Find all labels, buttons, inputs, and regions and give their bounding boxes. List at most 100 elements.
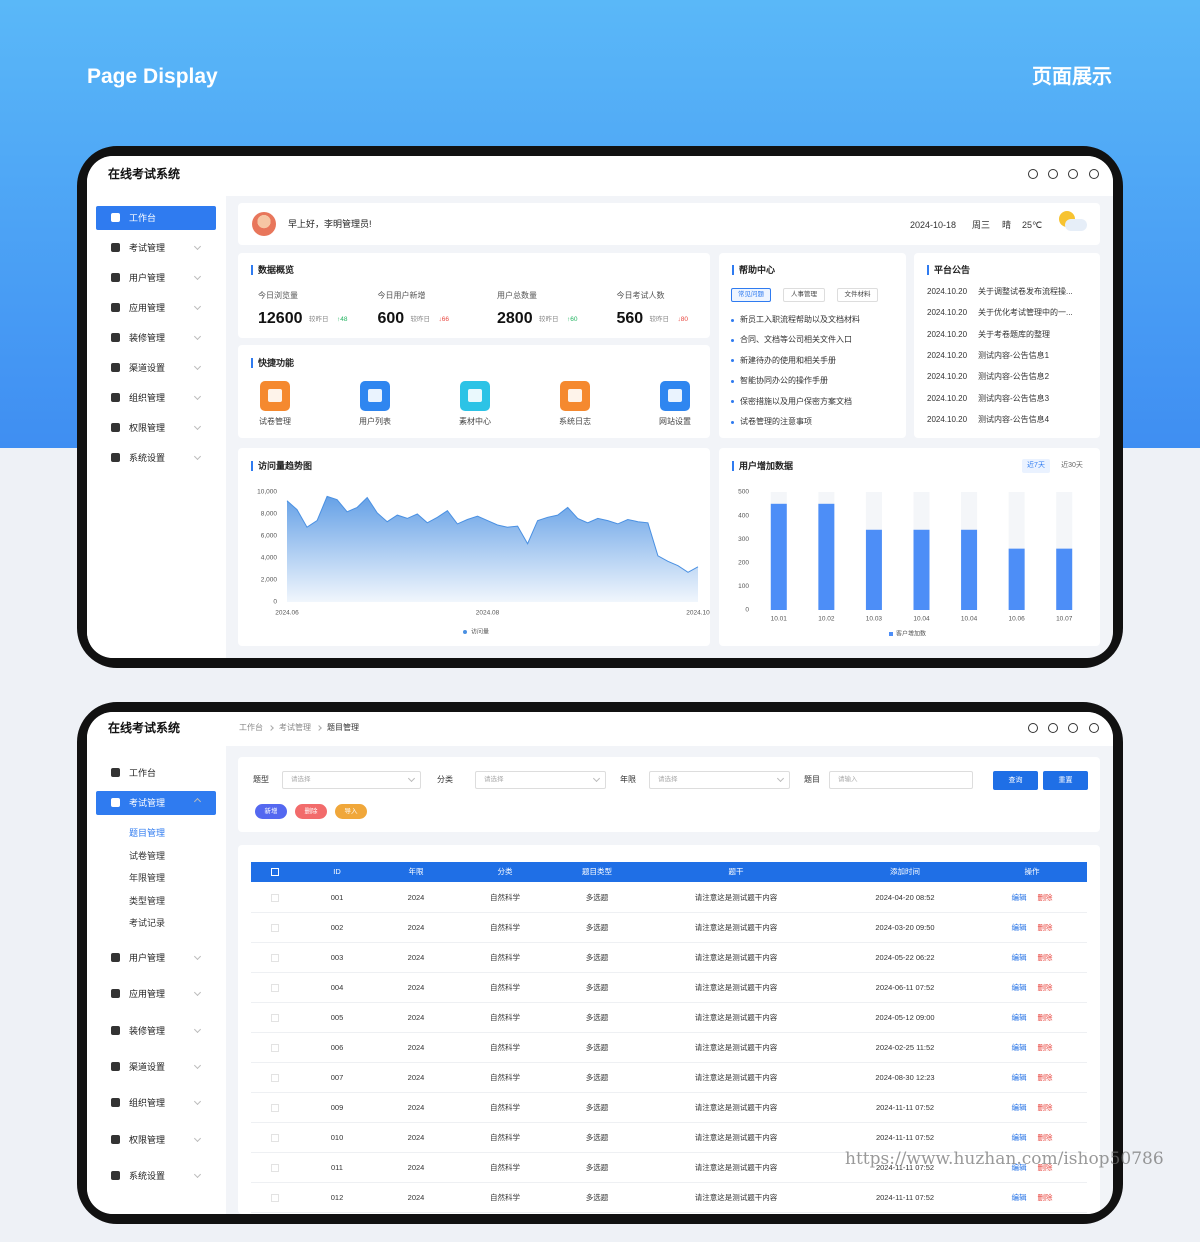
button[interactable] — [993, 771, 1038, 790]
row-checkbox[interactable] — [271, 984, 279, 992]
row-checkbox[interactable] — [271, 1194, 279, 1202]
menu-item[interactable]: 用户管理 — [129, 273, 166, 283]
row-checkbox[interactable] — [271, 1134, 279, 1142]
submenu-item[interactable]: 题目管理 — [129, 828, 166, 838]
menu-item[interactable]: 组织管理 — [129, 393, 166, 403]
row-action[interactable]: 删除 — [1037, 893, 1053, 902]
menu-item[interactable]: 考试管理 — [129, 798, 166, 808]
row-action[interactable]: 编辑 — [1011, 1193, 1027, 1202]
notice-text[interactable]: 关于优化考试管理中的一... — [978, 308, 1073, 318]
action-button[interactable] — [335, 804, 367, 819]
submenu-item[interactable]: 年限管理 — [129, 873, 166, 883]
tab[interactable] — [731, 288, 771, 302]
row-action[interactable]: 编辑 — [1011, 1163, 1027, 1172]
tab[interactable] — [783, 288, 825, 302]
help-item[interactable]: 智能协同办公的操作手册 — [740, 376, 828, 386]
notice-text[interactable]: 测试内容-公告信息3 — [978, 393, 1050, 403]
row-action[interactable]: 删除 — [1037, 1103, 1053, 1112]
row-action[interactable]: 编辑 — [1011, 1133, 1027, 1142]
row-action[interactable]: 编辑 — [1011, 923, 1027, 932]
row-action[interactable]: 编辑 — [1011, 1103, 1027, 1112]
menu-item[interactable]: 应用管理 — [129, 303, 166, 313]
row-action[interactable]: 编辑 — [1011, 893, 1027, 902]
row-action[interactable]: 删除 — [1037, 983, 1053, 992]
row-action[interactable]: 编辑 — [1011, 1013, 1027, 1022]
row-action[interactable]: 删除 — [1037, 1013, 1053, 1022]
row-action[interactable]: 编辑 — [1011, 953, 1027, 962]
filter-input[interactable] — [475, 771, 606, 789]
submenu-item[interactable]: 试卷管理 — [129, 850, 166, 861]
notice-text[interactable]: 测试内容-公告信息1 — [978, 350, 1050, 360]
quick-label[interactable]: 素材中心 — [459, 417, 491, 426]
quick-label[interactable]: 网站设置 — [659, 417, 691, 426]
breadcrumb-item[interactable]: 工作台 — [239, 723, 263, 732]
filter-input[interactable] — [649, 771, 790, 789]
row-action[interactable]: 编辑 — [1011, 983, 1027, 992]
notice-text[interactable]: 关于调整试卷发布流程操... — [978, 287, 1073, 296]
menu-item[interactable]: 考试管理 — [129, 243, 166, 253]
row-checkbox[interactable] — [271, 894, 279, 902]
row-checkbox[interactable] — [271, 1164, 279, 1172]
header-checkbox[interactable] — [271, 868, 279, 876]
submenu-item[interactable]: 考试记录 — [129, 918, 166, 928]
header-icon[interactable] — [1028, 169, 1038, 179]
header-icon[interactable] — [1028, 723, 1038, 733]
row-checkbox[interactable] — [271, 1074, 279, 1082]
header-icon[interactable] — [1089, 169, 1099, 179]
help-item[interactable]: 新员工入职流程帮助以及文档材料 — [740, 315, 860, 324]
quick-label[interactable]: 试卷管理 — [259, 417, 291, 426]
header-icon[interactable] — [1089, 723, 1099, 733]
row-checkbox[interactable] — [271, 1104, 279, 1112]
menu-item[interactable]: 渠道设置 — [129, 363, 166, 373]
help-item[interactable]: 新建待办的使用和相关手册 — [740, 355, 836, 365]
menu-item[interactable]: 装修管理 — [129, 1025, 166, 1036]
breadcrumb-item[interactable]: 考试管理 — [279, 723, 311, 732]
menu-item[interactable]: 权限管理 — [129, 1134, 166, 1145]
row-action[interactable]: 删除 — [1037, 1043, 1053, 1052]
row-checkbox[interactable] — [271, 1044, 279, 1052]
header-icon[interactable] — [1068, 723, 1078, 733]
row-checkbox[interactable] — [271, 954, 279, 962]
notice-text[interactable]: 测试内容-公告信息4 — [978, 414, 1050, 424]
row-action[interactable]: 删除 — [1037, 1193, 1053, 1202]
menu-item[interactable]: 系统设置 — [129, 1170, 166, 1181]
range-button[interactable]: 近30天 — [1061, 462, 1083, 469]
notice-text[interactable]: 测试内容-公告信息2 — [978, 372, 1050, 382]
help-item[interactable]: 合同、文档等公司相关文件入口 — [740, 335, 852, 345]
row-checkbox[interactable] — [271, 1014, 279, 1022]
row-action[interactable]: 删除 — [1037, 1133, 1053, 1142]
menu-item[interactable]: 系统设置 — [129, 453, 166, 463]
header-icon[interactable] — [1068, 169, 1078, 179]
filter-input[interactable] — [829, 771, 973, 789]
menu-item[interactable]: 工作台 — [129, 213, 157, 223]
row-action[interactable]: 删除 — [1037, 953, 1053, 962]
notice-text[interactable]: 关于考卷题库的整理 — [978, 329, 1050, 339]
header-icon[interactable] — [1048, 723, 1058, 733]
menu-item[interactable]: 权限管理 — [129, 423, 166, 433]
help-item[interactable]: 试卷管理的注意事项 — [740, 417, 812, 426]
menu-item[interactable]: 装修管理 — [129, 333, 166, 343]
row-action[interactable]: 删除 — [1037, 1073, 1053, 1082]
quick-label[interactable]: 用户列表 — [359, 417, 391, 426]
breadcrumb-item[interactable]: 题目管理 — [327, 723, 359, 732]
help-item[interactable]: 保密措施以及用户保密方案文档 — [740, 396, 852, 406]
action-button[interactable] — [255, 804, 287, 819]
submenu-item[interactable]: 类型管理 — [129, 895, 166, 906]
menu-item[interactable]: 组织管理 — [129, 1098, 166, 1109]
row-action[interactable]: 删除 — [1037, 1163, 1053, 1172]
range-button[interactable]: 近7天 — [1027, 462, 1045, 469]
filter-input[interactable] — [282, 771, 421, 789]
menu-item[interactable]: 工作台 — [129, 768, 157, 778]
menu-item[interactable]: 渠道设置 — [129, 1061, 166, 1072]
button[interactable] — [1043, 771, 1088, 790]
action-button[interactable] — [295, 804, 327, 819]
tab[interactable] — [837, 288, 878, 302]
row-action[interactable]: 编辑 — [1011, 1043, 1027, 1052]
header-icon[interactable] — [1048, 169, 1058, 179]
quick-label[interactable]: 系统日志 — [559, 417, 591, 426]
menu-item[interactable]: 应用管理 — [129, 989, 166, 1000]
menu-item[interactable]: 用户管理 — [129, 953, 166, 963]
row-action[interactable]: 删除 — [1037, 923, 1053, 932]
row-action[interactable]: 编辑 — [1011, 1073, 1027, 1082]
row-checkbox[interactable] — [271, 924, 279, 932]
